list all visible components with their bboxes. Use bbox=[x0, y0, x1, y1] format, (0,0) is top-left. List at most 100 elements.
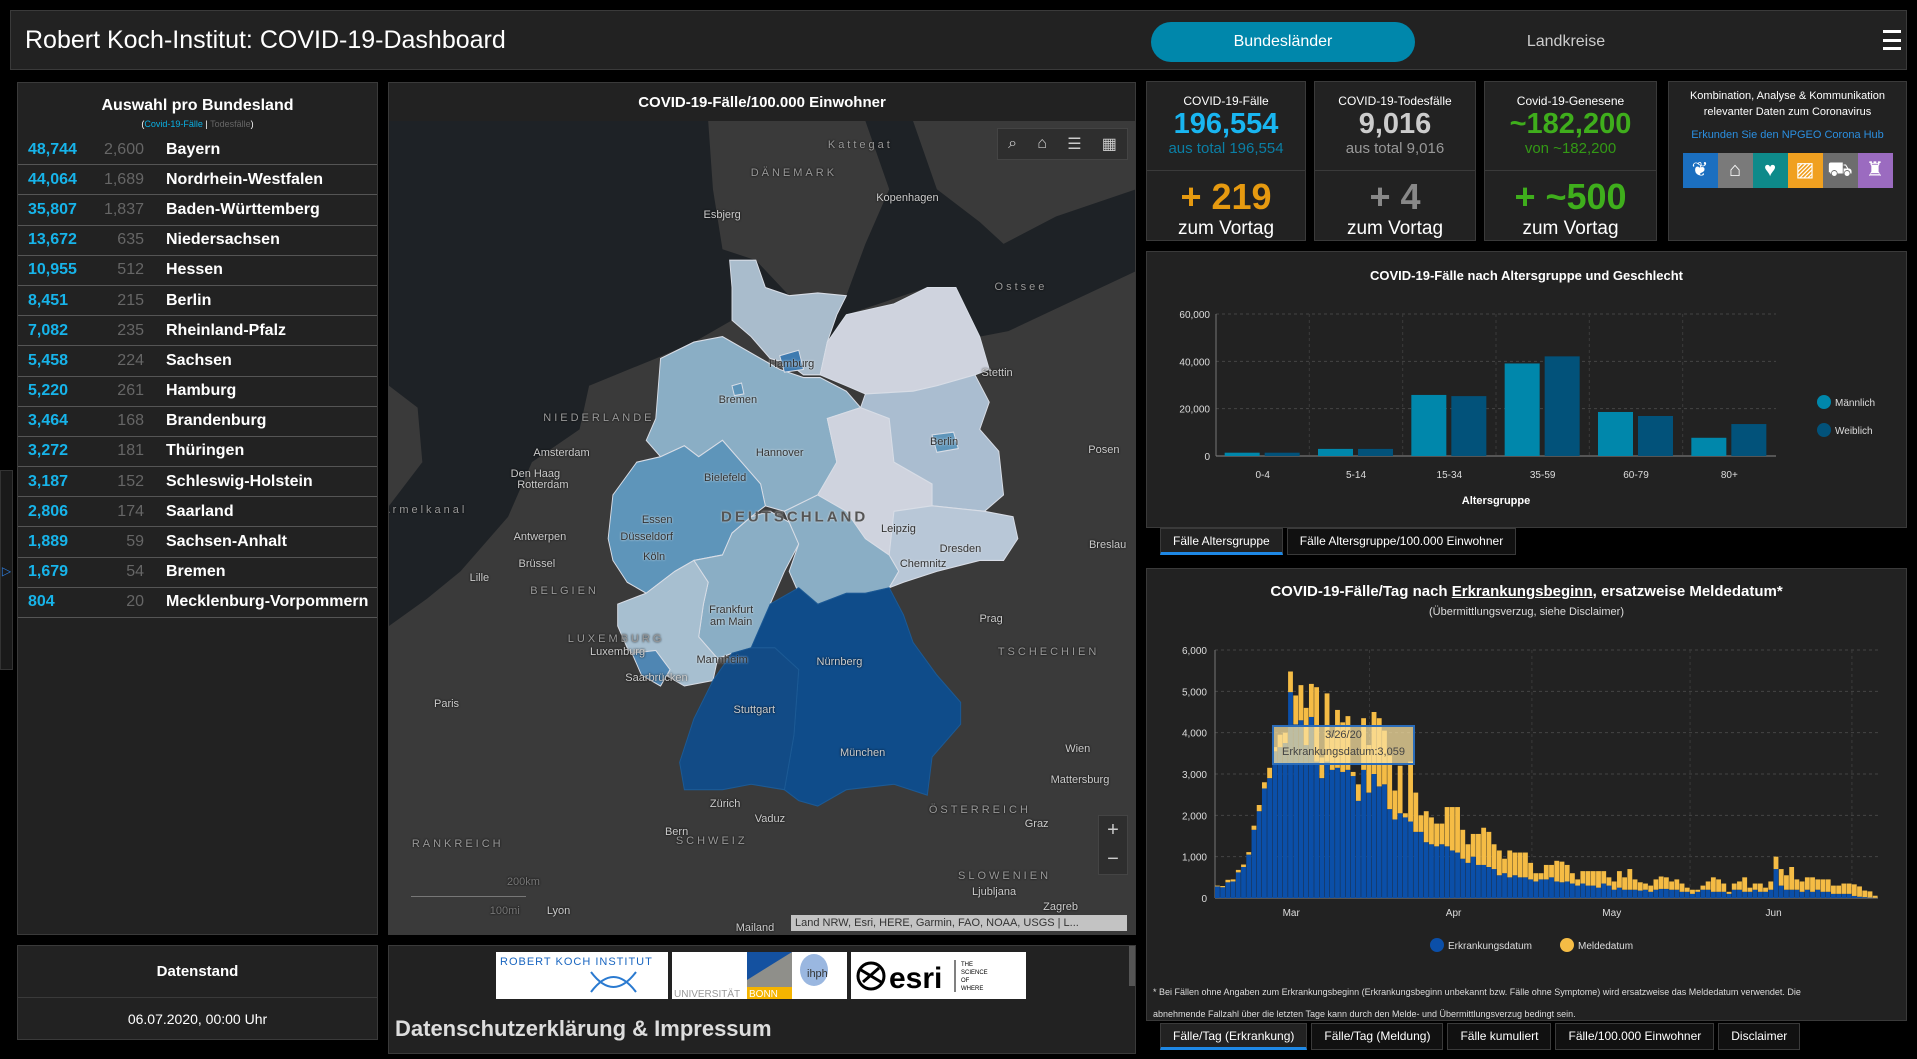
bar-erkrankungsdatum[interactable] bbox=[1721, 891, 1727, 898]
bar-meldedatum[interactable] bbox=[1429, 817, 1434, 845]
bar-erkrankungsdatum[interactable] bbox=[1794, 889, 1800, 898]
bar-weiblich-80+[interactable] bbox=[1731, 424, 1767, 456]
bar-meldedatum[interactable] bbox=[1742, 877, 1748, 892]
bar-erkrankungsdatum[interactable] bbox=[1862, 897, 1868, 898]
bar-erkrankungsdatum[interactable] bbox=[1763, 891, 1768, 898]
bar-erkrankungsdatum[interactable] bbox=[1429, 844, 1434, 898]
bar-meldedatum[interactable] bbox=[1784, 875, 1789, 890]
bar-meldedatum[interactable] bbox=[1606, 877, 1612, 886]
kpi-card[interactable]: COVID-19-Todesfälle 9,016 aus total 9,016 +… bbox=[1314, 81, 1476, 241]
bar-erkrankungsdatum[interactable] bbox=[1669, 889, 1675, 898]
bar-männlich-60-79[interactable] bbox=[1598, 411, 1633, 456]
bar-erkrankungsdatum[interactable] bbox=[1601, 883, 1607, 898]
bar-erkrankungsdatum[interactable] bbox=[1564, 881, 1570, 898]
bar-meldedatum[interactable] bbox=[1215, 885, 1220, 887]
bar-meldedatum[interactable] bbox=[1246, 852, 1252, 855]
bar-erkrankungsdatum[interactable] bbox=[1314, 761, 1320, 898]
bar-meldedatum[interactable] bbox=[1804, 877, 1810, 890]
bar-meldedatum[interactable] bbox=[1585, 871, 1591, 886]
bar-meldedatum[interactable] bbox=[1716, 879, 1721, 892]
bar-erkrankungsdatum[interactable] bbox=[1695, 891, 1701, 898]
state-row[interactable]: 5,220 261 Hamburg bbox=[18, 377, 377, 407]
bar-meldedatum[interactable] bbox=[1439, 823, 1445, 845]
bar-meldedatum[interactable] bbox=[1627, 869, 1633, 890]
bar-meldedatum[interactable] bbox=[1387, 755, 1393, 810]
bar-erkrankungsdatum[interactable] bbox=[1538, 879, 1544, 898]
bar-meldedatum[interactable] bbox=[1846, 883, 1852, 894]
bar-meldedatum[interactable] bbox=[1731, 883, 1737, 890]
bar-meldedatum[interactable] bbox=[1836, 885, 1842, 894]
bar-erkrankungsdatum[interactable] bbox=[1371, 774, 1377, 898]
bar-erkrankungsdatum[interactable] bbox=[1387, 809, 1393, 898]
bar-erkrankungsdatum[interactable] bbox=[1742, 891, 1748, 898]
bar-meldedatum[interactable] bbox=[1622, 877, 1628, 890]
bar-männlich-35-59[interactable] bbox=[1504, 363, 1540, 456]
bar-erkrankungsdatum[interactable] bbox=[1402, 817, 1408, 898]
state-row[interactable]: 35,807 1,837 Baden-Württemberg bbox=[18, 195, 377, 226]
bar-erkrankungsdatum[interactable] bbox=[1606, 885, 1612, 898]
uni-bonn-logo[interactable]: UNIVERSITÄT BONN ihph bbox=[672, 952, 847, 999]
bar-erkrankungsdatum[interactable] bbox=[1413, 831, 1419, 898]
state-berlin[interactable] bbox=[931, 431, 959, 453]
bar-meldedatum[interactable] bbox=[1350, 771, 1356, 777]
state-sachsen[interactable] bbox=[888, 505, 1019, 589]
tab-bundeslaender[interactable]: Bundesländer bbox=[1151, 22, 1415, 62]
bar-erkrankungsdatum[interactable] bbox=[1261, 788, 1267, 898]
bar-meldedatum[interactable] bbox=[1476, 833, 1481, 865]
bar-erkrankungsdatum[interactable] bbox=[1737, 889, 1742, 898]
bar-erkrankungsdatum[interactable] bbox=[1308, 716, 1314, 898]
scrollbar[interactable] bbox=[1129, 946, 1135, 986]
epi-chart[interactable]: 0 1,000 2,000 3,000 4,000 5,000 6,000 Mar Apr May… bbox=[1147, 569, 1908, 969]
bar-erkrankungsdatum[interactable] bbox=[1653, 889, 1659, 898]
bar-meldedatum[interactable] bbox=[1402, 813, 1408, 818]
state-row[interactable]: 7,082 235 Rheinland-Pfalz bbox=[18, 316, 377, 347]
bar-erkrankungsdatum[interactable] bbox=[1256, 811, 1262, 898]
legend-label[interactable]: Weiblich bbox=[1835, 426, 1873, 437]
bar-meldedatum[interactable] bbox=[1449, 807, 1455, 851]
bar-meldedatum[interactable] bbox=[1397, 765, 1403, 814]
bar-erkrankungsdatum[interactable] bbox=[1684, 891, 1690, 898]
legend-label[interactable]: Männlich bbox=[1835, 398, 1875, 409]
bar-meldedatum[interactable] bbox=[1455, 807, 1460, 853]
bar-meldedatum[interactable] bbox=[1648, 885, 1654, 892]
state-row[interactable]: 48,744 2,600 Bayern bbox=[18, 135, 377, 166]
bar-erkrankungsdatum[interactable] bbox=[1303, 745, 1309, 898]
bar-meldedatum[interactable] bbox=[1366, 745, 1372, 793]
bar-erkrankungsdatum[interactable] bbox=[1350, 776, 1356, 898]
state-brandenburg[interactable] bbox=[860, 374, 1005, 512]
state-row[interactable]: 3,464 168 Brandenburg bbox=[18, 407, 377, 437]
bar-erkrankungsdatum[interactable] bbox=[1825, 891, 1831, 898]
bar-meldedatum[interactable] bbox=[1517, 852, 1523, 878]
bar-erkrankungsdatum[interactable] bbox=[1298, 720, 1304, 898]
bar-meldedatum[interactable] bbox=[1669, 881, 1675, 890]
bar-erkrankungsdatum[interactable] bbox=[1408, 821, 1413, 898]
bar-erkrankungsdatum[interactable] bbox=[1366, 792, 1372, 898]
state-row[interactable]: 8,451 215 Berlin bbox=[18, 286, 377, 317]
bar-erkrankungsdatum[interactable] bbox=[1329, 769, 1335, 898]
tab-faelle-tag-erkrankung[interactable]: Fälle/Tag (Erkrankung) bbox=[1160, 1023, 1308, 1050]
bar-erkrankungsdatum[interactable] bbox=[1523, 877, 1528, 898]
bar-erkrankungsdatum[interactable] bbox=[1397, 813, 1403, 898]
bar-meldedatum[interactable] bbox=[1225, 879, 1231, 883]
bar-erkrankungsdatum[interactable] bbox=[1700, 889, 1706, 898]
rki-logo[interactable]: ROBERT KOCH INSTITUT bbox=[496, 952, 668, 999]
basemap-gallery-icon[interactable]: ▦ bbox=[1101, 136, 1117, 153]
bar-erkrankungsdatum[interactable] bbox=[1220, 887, 1226, 898]
bell-tower-icon[interactable]: ♜ bbox=[1857, 153, 1893, 188]
bar-meldedatum[interactable] bbox=[1507, 850, 1513, 878]
cars-icon[interactable]: ⛟ bbox=[1822, 153, 1858, 188]
bar-erkrankungsdatum[interactable] bbox=[1455, 852, 1460, 898]
home-icon[interactable]: ⌂ bbox=[1037, 135, 1047, 152]
plant-hand-icon[interactable]: ❦ bbox=[1682, 153, 1718, 188]
bar-erkrankungsdatum[interactable] bbox=[1476, 864, 1481, 898]
bar-erkrankungsdatum[interactable] bbox=[1569, 883, 1575, 898]
bar-meldedatum[interactable] bbox=[1815, 879, 1821, 890]
bar-erkrankungsdatum[interactable] bbox=[1251, 829, 1257, 898]
bar-meldedatum[interactable] bbox=[1528, 862, 1534, 880]
map-canvas[interactable] bbox=[389, 121, 1136, 935]
bar-meldedatum[interactable] bbox=[1423, 811, 1429, 843]
bar-erkrankungsdatum[interactable] bbox=[1575, 885, 1581, 898]
bar-erkrankungsdatum[interactable] bbox=[1549, 877, 1554, 898]
tab-faelle-tag-meldung[interactable]: Fälle/Tag (Meldung) bbox=[1311, 1023, 1444, 1050]
legend-label[interactable]: Meldedatum bbox=[1578, 941, 1633, 952]
